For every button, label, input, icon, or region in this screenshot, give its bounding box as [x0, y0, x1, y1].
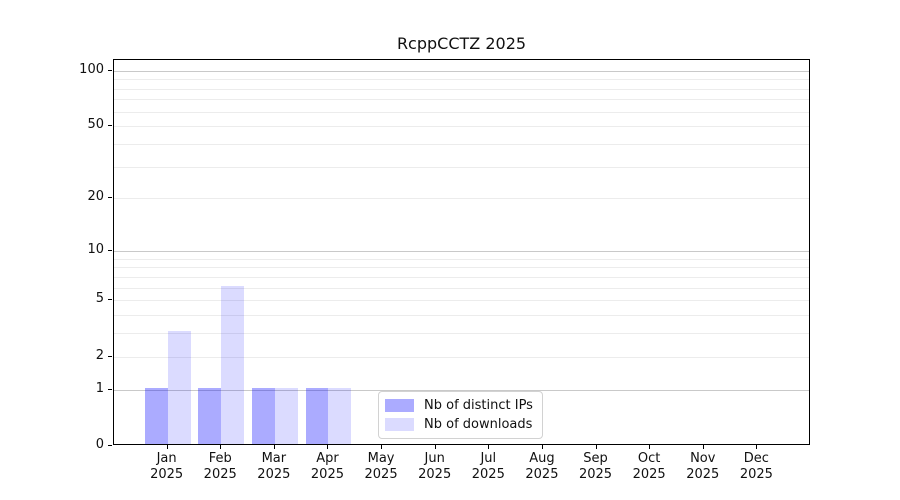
- y-tick: [108, 388, 112, 390]
- gridline-minor: [114, 126, 809, 128]
- gridline-major: [114, 250, 809, 252]
- x-tick-label: Jun 2025: [418, 451, 452, 482]
- y-tick-label: 100: [79, 61, 104, 77]
- x-tick-label: Oct 2025: [632, 451, 666, 482]
- y-tick-label: 0: [95, 437, 104, 452]
- legend-item-distinct-ips: Nb of distinct IPs: [385, 398, 533, 413]
- x-tick: [595, 445, 597, 449]
- x-tick-label: Sep 2025: [578, 451, 613, 482]
- x-tick-label: Mar 2025: [257, 451, 291, 482]
- y-tick-label: 5: [95, 291, 104, 307]
- x-tick-label: Aug 2025: [525, 451, 559, 482]
- x-tick: [702, 445, 704, 449]
- x-tick: [381, 445, 383, 449]
- chart-title: RcppCCTZ 2025: [396, 34, 527, 53]
- x-tick-label: Dec 2025: [739, 451, 773, 482]
- legend-item-downloads: Nb of downloads: [385, 417, 533, 432]
- gridline-minor: [114, 287, 809, 289]
- y-tick: [108, 445, 112, 446]
- x-tick-label: Nov 2025: [686, 451, 720, 482]
- gridline-minor: [114, 99, 809, 101]
- gridline-minor: [114, 258, 809, 260]
- gridline-major: [114, 389, 809, 391]
- x-tick: [273, 445, 275, 449]
- gridline-minor: [114, 166, 809, 168]
- legend-swatch-downloads: [385, 418, 414, 431]
- x-tick-label: Jan 2025: [150, 451, 184, 482]
- bar-downloads: [328, 387, 352, 444]
- y-tick-label: 10: [87, 241, 104, 257]
- legend-label-distinct-ips: Nb of distinct IPs: [424, 398, 533, 413]
- y-tick: [108, 125, 112, 127]
- y-tick: [108, 197, 112, 199]
- bar-downloads: [167, 331, 191, 444]
- x-tick: [434, 445, 436, 449]
- x-tick-label: Jul 2025: [471, 451, 505, 482]
- legend: Nb of distinct IPs Nb of downloads: [378, 391, 543, 439]
- gridline-minor: [114, 111, 809, 113]
- gridline-minor: [114, 88, 809, 90]
- x-tick: [541, 445, 543, 449]
- y-tick: [108, 299, 112, 301]
- y-tick: [108, 69, 112, 71]
- gridline-minor: [114, 79, 809, 81]
- x-tick: [220, 445, 222, 449]
- y-tick-label: 50: [87, 117, 104, 133]
- x-tick: [488, 445, 490, 449]
- gridline-minor: [114, 356, 809, 358]
- gridline-minor: [114, 333, 809, 335]
- x-tick-label: May 2025: [364, 451, 398, 482]
- bar-distinct-ips: [198, 387, 222, 444]
- gridline-minor: [114, 300, 809, 302]
- gridline-minor: [114, 276, 809, 278]
- y-tick-label: 2: [95, 347, 104, 363]
- y-tick: [108, 355, 112, 357]
- legend-swatch-distinct-ips: [385, 399, 414, 412]
- gridline-minor: [114, 143, 809, 145]
- gridline-minor: [114, 315, 809, 317]
- x-tick: [327, 445, 329, 449]
- bar-distinct-ips: [144, 387, 168, 444]
- bar-distinct-ips: [251, 387, 275, 444]
- gridline-major: [114, 70, 809, 72]
- x-tick-label: Feb 2025: [203, 451, 237, 482]
- gridline-minor: [114, 198, 809, 200]
- legend-label-downloads: Nb of downloads: [424, 417, 533, 432]
- plot-area: Nb of distinct IPs Nb of downloads: [113, 59, 810, 445]
- bar-distinct-ips: [305, 387, 329, 444]
- x-tick: [166, 445, 168, 449]
- y-tick: [108, 249, 112, 251]
- y-tick-label: 1: [95, 380, 104, 396]
- x-tick: [756, 445, 758, 449]
- gridline-minor: [114, 267, 809, 269]
- bar-downloads: [221, 285, 245, 444]
- x-tick: [649, 445, 651, 449]
- bar-downloads: [274, 387, 298, 444]
- x-tick-label: Apr 2025: [310, 451, 344, 482]
- y-tick-label: 20: [87, 189, 104, 205]
